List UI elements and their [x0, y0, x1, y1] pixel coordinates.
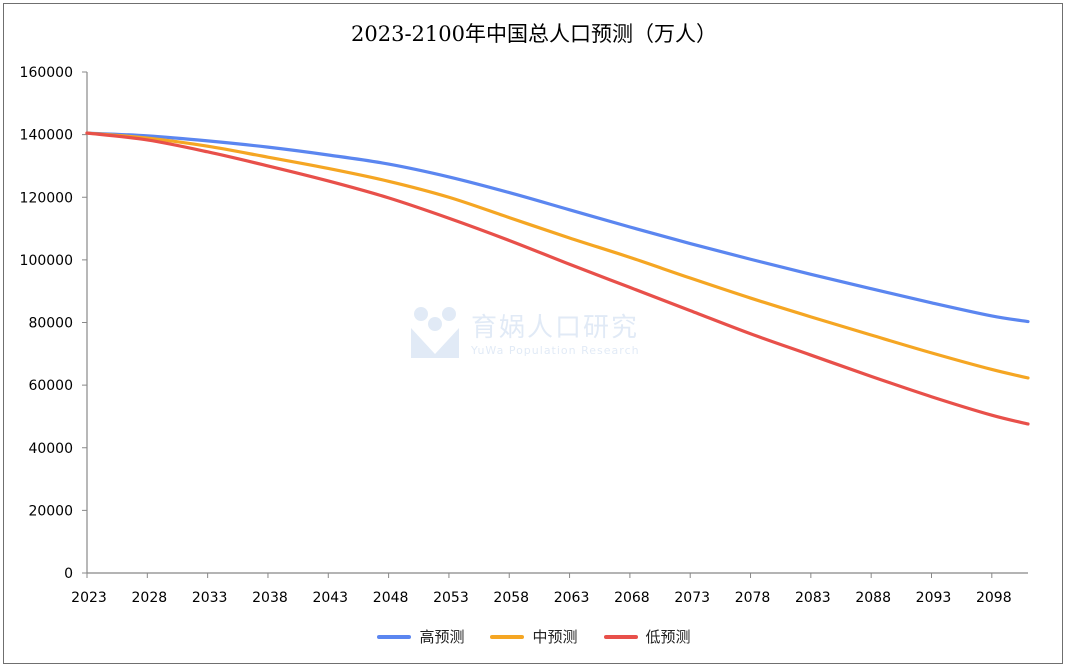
y-tick-label: 20000 — [28, 503, 73, 519]
legend-label-high: 高预测 — [419, 628, 465, 646]
watermark-logo-icon — [411, 307, 459, 358]
legend-swatch-mid — [490, 634, 525, 639]
y-tick-label: 100000 — [20, 253, 73, 269]
x-tick-label: 2043 — [312, 590, 348, 606]
chart-frame: 2023-2100年中国总人口预测（万人） 育娲人口研究 YuWa Popula… — [3, 3, 1063, 664]
x-tick-label: 2083 — [795, 590, 831, 606]
legend-item-high: 高预测 — [377, 626, 464, 647]
chart-title: 2023-2100年中国总人口预测（万人） — [351, 22, 717, 46]
legend-label-mid: 中预测 — [532, 628, 578, 646]
y-tick-label: 40000 — [28, 441, 73, 457]
y-tick-label: 160000 — [20, 65, 73, 81]
legend-item-low: 低预测 — [603, 626, 691, 647]
series-line-low — [85, 131, 1030, 426]
legend-swatch-high — [377, 634, 412, 639]
y-tick-label: 0 — [64, 566, 73, 582]
x-tick-label: 2023 — [71, 590, 107, 606]
series-line-mid — [85, 131, 1030, 380]
legend-label-low: 低预测 — [645, 628, 691, 646]
watermark-text: 育娲人口研究 — [471, 313, 640, 343]
x-tick-label: 2068 — [614, 590, 650, 606]
x-tick-label: 2038 — [252, 590, 288, 606]
watermark-subtext: YuWa Population Research — [471, 344, 640, 357]
y-tick-label: 60000 — [28, 378, 73, 394]
legend: 高预测 中预测 低预测 — [4, 626, 1064, 647]
x-tick-label: 2048 — [373, 590, 409, 606]
x-tick-label: 2058 — [493, 590, 529, 606]
y-tick-label: 120000 — [20, 190, 73, 206]
x-tick-label: 2053 — [433, 590, 469, 606]
y-tick-label: 140000 — [20, 128, 73, 144]
x-tick-label: 2078 — [735, 590, 771, 606]
y-tick-label: 80000 — [28, 316, 73, 332]
legend-swatch-low — [603, 634, 638, 639]
x-tick-label: 2033 — [192, 590, 228, 606]
watermark: 育娲人口研究 YuWa Population Research — [409, 304, 640, 360]
legend-item-mid: 中预测 — [490, 626, 578, 647]
x-tick-label: 2088 — [855, 590, 891, 606]
x-tick-label: 2028 — [132, 590, 168, 606]
x-tick-label: 2093 — [916, 590, 952, 606]
x-tick-label: 2063 — [554, 590, 590, 606]
series-line-high — [85, 131, 1030, 324]
x-tick-label: 2073 — [674, 590, 710, 606]
x-tick-label: 2098 — [976, 590, 1012, 606]
